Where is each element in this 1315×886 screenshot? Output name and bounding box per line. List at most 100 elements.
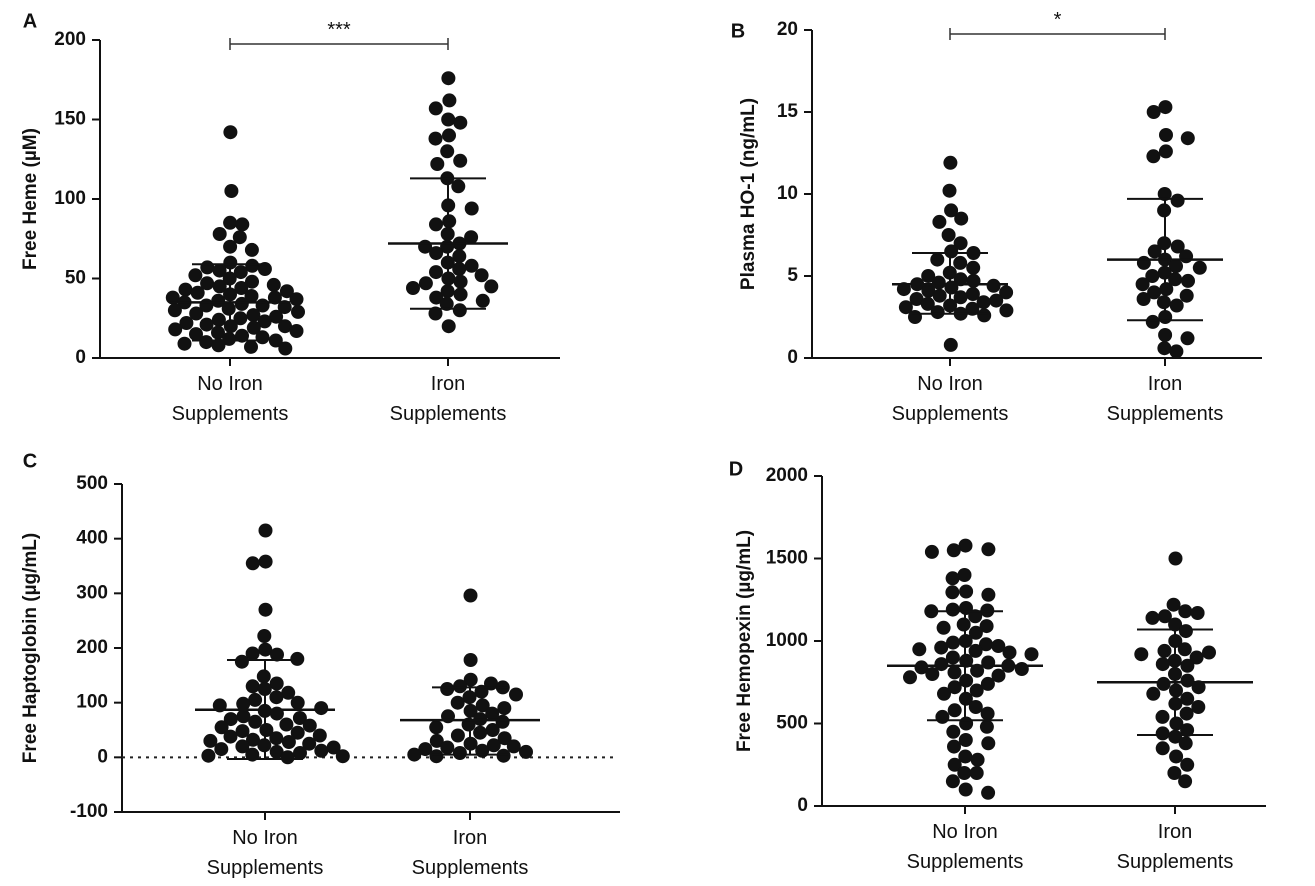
data-point [958,733,973,747]
data-point [214,742,229,757]
data-point [953,272,968,287]
data-point [245,646,260,661]
x-category-label: No Iron [917,373,983,395]
data-point [979,637,993,652]
data-point [236,709,251,724]
data-point [214,720,229,735]
y-tick-label: 0 [797,795,808,816]
panel-b: B 0 5 10 15 20 No Iron Supplements Iron Supplemen… [731,9,1262,425]
data-point [441,71,456,86]
data-point [244,289,259,303]
data-point [932,288,947,303]
data-point [1002,645,1017,660]
data-point [1180,131,1195,146]
data-point [211,293,226,308]
data-point [1014,662,1029,676]
data-point [981,655,996,670]
data-point [1169,259,1183,274]
data-point [947,757,962,772]
data-point [290,651,305,666]
data-point [1157,609,1172,624]
y-tick-label: 0 [787,347,798,368]
data-point [976,295,991,310]
data-point [314,743,329,758]
data-point [958,782,973,797]
data-point [946,543,961,558]
data-point [925,667,940,681]
data-point [970,663,985,678]
data-point [1179,706,1194,721]
data-point [991,668,1006,683]
data-point [258,523,273,538]
y-tick-label: 2000 [766,465,808,486]
data-point [945,602,960,617]
data-point [999,303,1014,318]
y-tick-label: 400 [76,528,108,549]
data-point [224,184,239,198]
data-point [1192,260,1207,275]
data-point [257,629,272,643]
data-point [953,290,968,305]
data-point [464,201,479,216]
data-point [268,333,283,348]
data-point [245,258,260,273]
panel-d: D 0 500 1000 1500 2000 No Iron Supplements Iron S… [729,458,1266,873]
x-category-label: No Iron [232,827,298,849]
data-point [279,717,294,732]
data-point [233,311,248,326]
data-point [991,639,1006,653]
data-point [914,660,929,675]
data-point [1166,597,1181,612]
data-point [246,732,260,747]
data-point [256,669,271,684]
data-point [979,619,994,634]
data-point [167,303,182,318]
data-point [211,325,225,340]
data-point [269,676,284,691]
data-point [199,317,214,332]
data-point [953,236,968,251]
data-point [1158,328,1173,342]
data-point [212,227,227,241]
data-point [428,101,443,116]
data-point [189,327,203,342]
data-point [211,312,226,327]
data-point [406,281,420,295]
data-point [1136,292,1151,306]
data-point [981,785,996,800]
data-point [235,217,250,232]
data-point [235,328,249,343]
data-point [212,263,227,278]
data-point [314,701,329,716]
data-point [497,731,512,746]
data-point [958,749,973,764]
data-point [1156,676,1171,691]
data-point [453,274,468,289]
data-point [278,341,293,356]
y-tick-label: -100 [70,801,108,822]
data-point [257,314,272,329]
data-point [279,284,294,299]
data-point [947,739,961,754]
data-point [289,324,304,338]
data-point [509,687,523,702]
data-point [440,682,455,696]
data-point [188,268,203,283]
data-point [246,308,261,323]
data-point [968,700,983,714]
data-point [302,736,317,751]
data-point [442,93,457,108]
data-point [464,258,479,273]
data-point [1191,680,1206,695]
data-point [1168,617,1183,632]
data-point [1170,239,1185,254]
y-tick-label: 200 [76,637,108,658]
data-point [944,244,959,259]
data-point [965,301,980,316]
data-point [475,698,490,713]
y-tick-label: 500 [776,713,808,734]
data-point [953,255,968,270]
data-point [233,265,248,280]
